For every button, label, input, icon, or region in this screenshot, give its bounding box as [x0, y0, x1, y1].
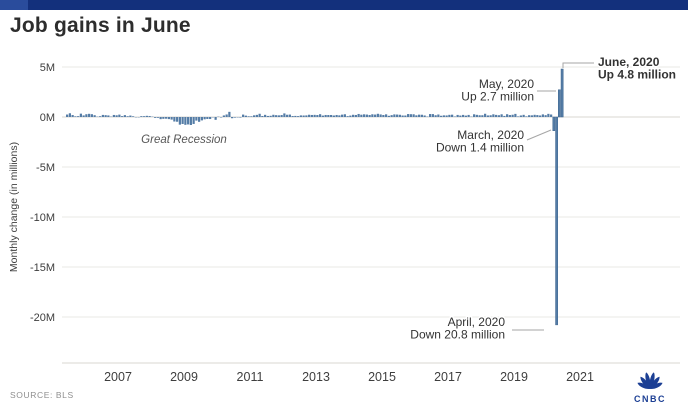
svg-text:-15M: -15M: [30, 262, 55, 274]
header-bar-accent: [0, 0, 28, 10]
cnbc-logo: CNBC: [627, 371, 673, 404]
svg-text:-10M: -10M: [30, 212, 55, 224]
x-axis-ticks: 2007 2009 2011 2013 2015 2017 2019 2021: [104, 370, 594, 384]
annotation-great-recession: Great Recession: [141, 134, 227, 146]
annotation-april-2020: April, 2020 Down 20.8 million: [410, 315, 505, 342]
peacock-icon: [637, 372, 663, 390]
brand-name: CNBC: [634, 394, 666, 404]
svg-text:2021: 2021: [566, 370, 594, 384]
header-bar: [0, 0, 688, 10]
bars-series: [66, 68, 564, 326]
svg-text:2017: 2017: [434, 370, 462, 384]
svg-text:2013: 2013: [302, 370, 330, 384]
svg-text:-20M: -20M: [30, 312, 55, 324]
svg-text:2007: 2007: [104, 370, 132, 384]
page-title: Job gains in June: [10, 14, 191, 37]
svg-text:2019: 2019: [500, 370, 528, 384]
svg-text:5M: 5M: [40, 62, 55, 74]
annotations: June, 2020 Up 4.8 million May, 2020 Up 2.7 …: [141, 54, 677, 344]
svg-text:0M: 0M: [40, 112, 55, 124]
svg-text:2009: 2009: [170, 370, 198, 384]
annotation-june-2020: June, 2020 Up 4.8 million: [598, 55, 676, 82]
annotation-march-2020: March, 2020 Down 1.4 million: [436, 128, 524, 155]
svg-text:2011: 2011: [237, 370, 264, 384]
annotation-may-2020: May, 2020 Up 2.7 million: [461, 77, 534, 104]
gridlines: [62, 66, 680, 364]
y-axis-ticks: 5M 0M -5M -10M -15M -20M: [30, 62, 55, 324]
svg-text:2015: 2015: [368, 370, 396, 384]
y-axis-title: Monthly change (in millions): [8, 142, 20, 272]
svg-text:-5M: -5M: [36, 162, 55, 174]
source-label: SOURCE: BLS: [10, 390, 74, 400]
